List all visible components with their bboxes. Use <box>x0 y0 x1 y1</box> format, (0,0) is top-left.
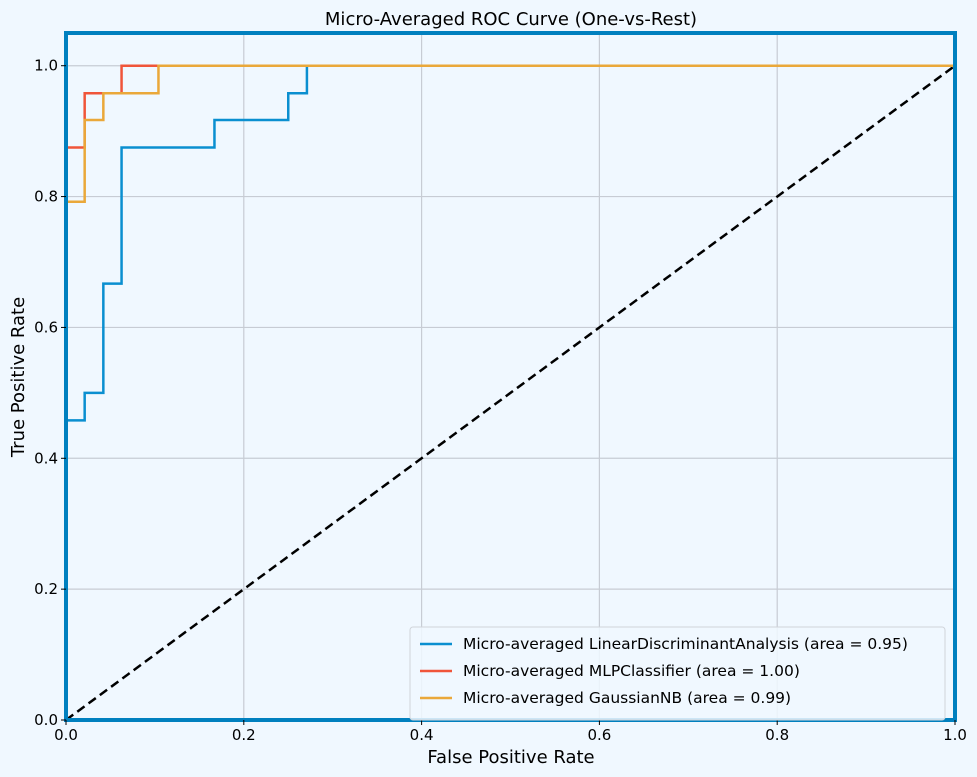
y-tick-label-0: 0.0 <box>34 711 58 729</box>
series-line-2 <box>64 64 955 720</box>
x-tick-label-1: 0.2 <box>232 726 256 744</box>
reference-line <box>65 64 956 722</box>
reference-diagonal <box>65 64 956 722</box>
legend-label-0: Micro-averaged LinearDiscriminantAnalysi… <box>463 635 908 653</box>
x-tick-label-2: 0.4 <box>410 726 434 744</box>
y-ticks: 0.0 0.2 0.4 0.6 0.8 1.0 <box>34 57 66 729</box>
y-tick-label-2: 0.4 <box>34 449 58 467</box>
y-tick-label-1: 0.2 <box>34 580 58 598</box>
x-ticks: 0.0 0.2 0.4 0.6 0.8 1.0 <box>54 720 967 744</box>
legend-label-1: Micro-averaged MLPClassifier (area = 1.0… <box>463 662 800 680</box>
y-tick-label-3: 0.6 <box>34 318 58 336</box>
x-tick-label-0: 0.0 <box>54 726 78 744</box>
chart-title: Micro-Averaged ROC Curve (One-vs-Rest) <box>325 9 697 30</box>
y-axis-label: True Positive Rate <box>8 297 29 458</box>
legend-label-2: Micro-averaged GaussianNB (area = 0.99) <box>463 689 791 707</box>
x-axis-label: False Positive Rate <box>427 747 594 768</box>
x-tick-label-4: 0.8 <box>765 726 789 744</box>
y-tick-label-4: 0.8 <box>34 188 58 206</box>
x-tick-label-3: 0.6 <box>587 726 611 744</box>
x-tick-label-5: 1.0 <box>943 726 967 744</box>
y-tick-label-5: 1.0 <box>34 57 58 75</box>
series-line-0 <box>64 64 955 720</box>
legend: Micro-averaged LinearDiscriminantAnalysi… <box>409 626 946 721</box>
legend-box <box>409 626 946 721</box>
